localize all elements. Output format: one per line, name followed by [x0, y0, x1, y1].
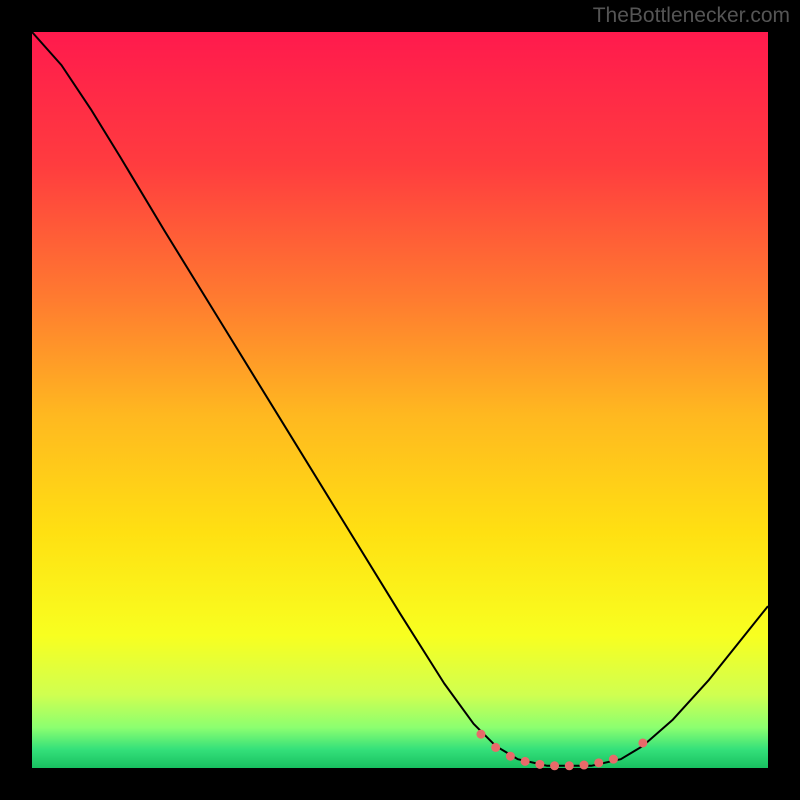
optimal-point-marker — [550, 761, 559, 770]
optimal-point-marker — [609, 755, 618, 764]
optimal-point-marker — [491, 743, 500, 752]
bottleneck-curve — [32, 32, 768, 766]
chart-container: TheBottlenecker.com — [0, 0, 800, 800]
curve-layer — [32, 32, 768, 768]
optimal-point-marker — [565, 761, 574, 770]
optimal-point-marker — [594, 758, 603, 767]
optimal-point-marker — [580, 761, 589, 770]
watermark-text: TheBottlenecker.com — [593, 4, 790, 28]
optimal-point-marker — [638, 738, 647, 747]
optimal-point-marker — [506, 752, 515, 761]
plot-area — [32, 32, 768, 768]
optimal-point-marker — [476, 730, 485, 739]
optimal-point-marker — [521, 757, 530, 766]
optimal-point-marker — [535, 760, 544, 769]
